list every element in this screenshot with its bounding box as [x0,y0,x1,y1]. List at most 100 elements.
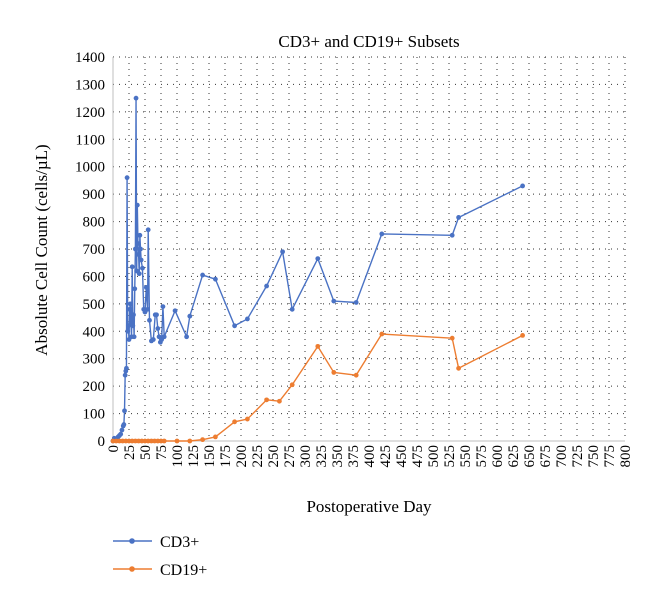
x-tick-label: 525 [442,445,458,468]
x-tick-label: 625 [506,445,522,468]
x-tick-label: 775 [602,445,618,468]
x-tick-label: 350 [330,445,346,468]
x-tick-label: 225 [250,445,266,468]
x-tick-label: 400 [362,445,378,468]
y-tick-label: 900 [83,187,106,203]
series-0 [110,95,525,444]
data-point [213,276,218,282]
data-point [520,183,525,189]
x-tick-label: 650 [522,445,538,468]
data-point [245,416,250,422]
data-point [134,202,140,208]
x-tick-label: 325 [314,445,330,468]
data-point [135,241,141,246]
x-tick-label: 175 [218,445,234,468]
legend-label-cd19: CD19+ [160,562,207,579]
y-tick-label: 1400 [75,50,105,66]
y-tick-label: 1200 [75,105,105,121]
data-point [122,372,128,378]
data-point [127,301,133,307]
data-point [136,271,142,277]
data-point [124,365,129,371]
data-point [136,252,142,257]
series-1 [110,331,525,444]
data-point [456,215,461,220]
x-axis-title: Postoperative Day [306,497,432,516]
x-tick-label: 275 [282,445,298,468]
data-point [138,257,144,263]
x-tick-label: 500 [426,445,442,468]
y-tick-label: 800 [83,215,106,231]
data-point [154,312,159,318]
legend-item-cd3: CD3+ [113,534,199,551]
data-point [133,246,138,252]
x-tick-label: 0 [106,445,122,453]
legend: CD3+ CD19+ [113,534,207,579]
data-point [353,300,359,305]
data-point [140,265,145,271]
data-point [264,397,269,403]
data-point [289,306,295,312]
chart-title: CD3+ and CD19+ Subsets [278,32,459,51]
data-point [264,283,269,289]
data-point [331,298,337,304]
y-tick-label: 100 [83,407,106,423]
data-point [315,256,321,261]
y-tick-labels: 0 100 200 300 400 500 600 700 800 900 1000 1100 1200… [75,50,105,450]
data-point [245,316,250,322]
x-tick-label: 725 [570,445,586,468]
x-tick-label: 375 [346,445,362,468]
data-point [379,331,385,337]
x-tick-label: 575 [474,445,490,468]
data-point [145,227,151,233]
x-tick-label: 200 [234,445,250,468]
data-point [121,422,127,427]
x-tick-label: 750 [586,445,602,468]
x-tick-label: 600 [490,445,506,468]
x-tick-label: 550 [458,445,474,468]
series-line [112,97,523,442]
y-tick-label: 300 [83,352,106,368]
data-point [131,312,136,318]
data-point [127,306,133,312]
legend-marker-cd3 [129,538,135,544]
x-tick-label: 800 [618,445,634,468]
y-tick-label: 1100 [76,132,105,148]
data-point [155,326,161,331]
data-point [174,438,180,444]
data-point [289,382,295,388]
data-point [315,343,321,349]
y-tick-label: 0 [98,434,106,450]
data-point [124,175,130,181]
x-tick-label: 425 [378,445,394,468]
data-point [161,438,167,444]
data-point [280,249,285,255]
data-point [456,365,461,371]
series-line [113,333,523,442]
y-tick-label: 1300 [75,77,105,93]
y-tick-label: 400 [83,324,106,340]
x-tick-label: 50 [138,445,154,460]
x-tick-label: 75 [154,445,170,460]
data-point [131,334,137,340]
data-point [184,334,190,340]
data-point [200,272,206,278]
data-point [200,437,206,443]
x-tick-label: 25 [122,445,138,460]
series-layer [110,95,525,444]
data-point [379,231,385,237]
data-point [130,323,136,329]
x-tick-label: 125 [186,445,202,468]
data-point [449,335,455,341]
data-point [449,232,455,238]
data-point [122,408,127,414]
data-point [232,323,238,329]
data-point [133,95,139,101]
x-tick-label: 100 [170,445,186,468]
data-point [160,304,166,309]
data-point [353,372,359,378]
data-point [232,419,238,425]
axes [112,57,625,442]
x-tick-label: 675 [538,445,554,468]
